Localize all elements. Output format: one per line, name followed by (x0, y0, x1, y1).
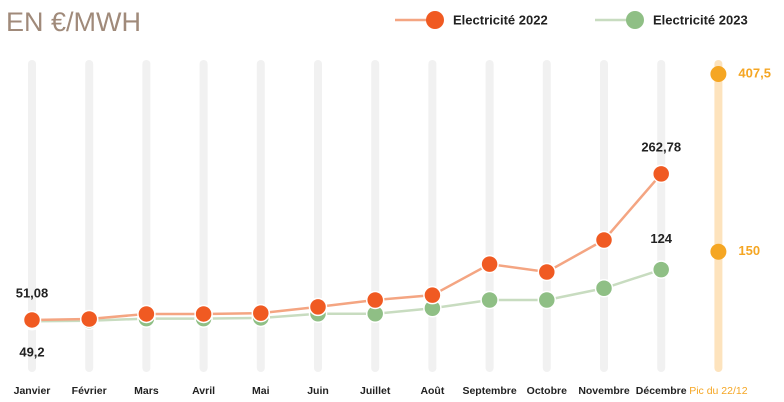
series-marker (594, 230, 614, 250)
value-label: 124 (650, 231, 672, 246)
x-tick-label: Novembre (578, 385, 630, 397)
peak-label: Pic du 22/12 (689, 385, 748, 397)
x-tick-label: Mars (134, 385, 159, 397)
series-marker (365, 290, 385, 310)
legend-marker (626, 11, 644, 29)
series-line (31, 173, 663, 322)
x-tick-label: Août (420, 385, 444, 397)
series-marker (651, 260, 671, 279)
column (485, 60, 494, 372)
peak-value-label: 407,5 (738, 65, 771, 80)
series-marker (251, 303, 271, 323)
column (314, 60, 322, 372)
series-marker (537, 290, 557, 310)
column (371, 60, 380, 372)
value-label: 51,08 (16, 285, 49, 300)
column (256, 60, 265, 372)
peak-marker (710, 66, 727, 83)
column (85, 60, 94, 372)
legend-marker (426, 11, 444, 29)
series-marker (651, 164, 671, 184)
x-tick-label: Mai (252, 385, 270, 397)
x-tick-label: Septembre (462, 385, 516, 397)
series-marker (537, 262, 557, 282)
series-marker (594, 279, 614, 298)
peak-value-label: 150 (738, 243, 760, 258)
series-line (31, 268, 662, 323)
series-marker (423, 285, 442, 305)
value-label: 49,2 (19, 345, 44, 360)
series-marker (194, 304, 213, 324)
series-marker (308, 297, 328, 317)
x-tick-label: Juillet (360, 385, 391, 397)
column (428, 60, 437, 372)
series-marker (137, 304, 156, 324)
legend-label: Electricité 2023 (653, 12, 748, 27)
column (199, 60, 208, 372)
peak-marker (710, 243, 727, 260)
x-tick-label: Octobre (527, 385, 567, 397)
column (28, 60, 36, 372)
x-tick-label: Janvier (14, 385, 51, 397)
x-tick-label: Juin (307, 385, 329, 397)
column (657, 60, 666, 372)
peak-column (714, 60, 723, 372)
series-marker (480, 290, 499, 310)
x-tick-label: Février (72, 385, 107, 397)
series-marker (79, 309, 99, 329)
x-tick-label: Décembre (636, 385, 687, 397)
column (600, 60, 608, 372)
value-label: 262,78 (641, 139, 681, 154)
column (142, 60, 151, 372)
series-marker (480, 254, 499, 274)
chart-title: EN €/MWH (6, 7, 141, 37)
series-marker (22, 310, 42, 330)
legend-label: Electricité 2022 (453, 12, 548, 27)
column (542, 60, 551, 372)
x-tick-label: Avril (192, 385, 215, 397)
